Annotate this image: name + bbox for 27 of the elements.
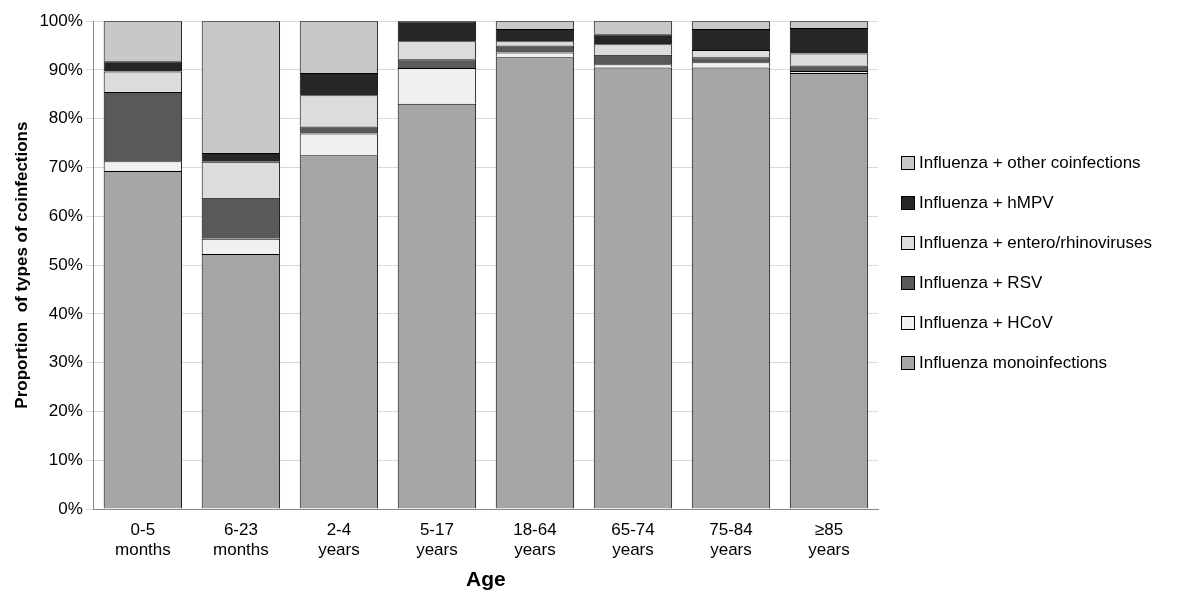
- y-tick-label: 20%: [48, 401, 83, 421]
- x-tick-label: 18-64 years: [513, 519, 557, 560]
- y-tick-label: 10%: [48, 449, 83, 469]
- x-tick-label: ≥85 years: [808, 519, 850, 560]
- legend-label: Influenza monoinfections: [919, 352, 1108, 373]
- y-tick-label: 70%: [48, 157, 83, 177]
- legend-label: Influenza + other coinfections: [919, 152, 1141, 173]
- y-tick-label: 40%: [48, 303, 83, 323]
- legend-label: Influenza + entero/rhinoviruses: [919, 232, 1152, 253]
- y-axis-title: Proportion of types of coinfections: [11, 121, 31, 409]
- x-tick-label: 6-23 months: [213, 519, 269, 560]
- x-tick-label: 65-74 years: [611, 519, 655, 560]
- y-tick-label: 60%: [48, 206, 83, 226]
- y-tick-label: 80%: [48, 108, 83, 128]
- legend-label: Influenza + HCoV: [919, 312, 1053, 333]
- x-tick-label: 5-17 years: [416, 519, 458, 560]
- y-tick-label: 30%: [48, 352, 83, 372]
- legend-label: Influenza + RSV: [919, 272, 1043, 293]
- y-tick-label: 50%: [48, 254, 83, 274]
- legend-label: Influenza + hMPV: [919, 192, 1054, 213]
- y-tick-label: 0%: [58, 498, 83, 518]
- y-tick-label: 100%: [39, 10, 83, 30]
- y-tick-label: 90%: [48, 59, 83, 79]
- x-axis-title: Age: [466, 567, 506, 591]
- x-tick-label: 0-5 months: [115, 519, 171, 560]
- x-tick-label: 2-4 years: [318, 519, 360, 560]
- x-tick-label: 75-84 years: [709, 519, 753, 560]
